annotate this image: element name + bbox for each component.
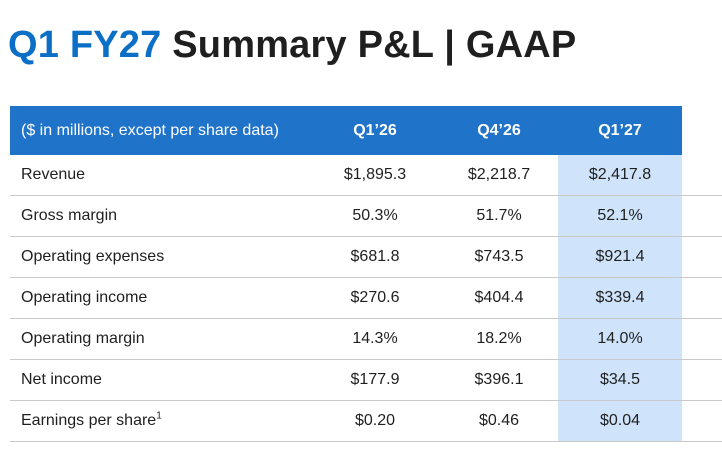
- cell-q1-27: 52.1%: [558, 196, 682, 236]
- table-row: Gross margin 50.3% 51.7% 52.1% +: [10, 196, 722, 237]
- row-label-text: Operating margin: [21, 330, 145, 347]
- summary-pl-table: ($ in millions, except per share data) Q…: [10, 106, 722, 442]
- row-label-text: Earnings per share: [21, 412, 157, 429]
- cell-q1-26: 14.3%: [352, 330, 398, 347]
- table-row: Earnings per share1 $0.20 $0.46 $0.04: [10, 401, 722, 442]
- row-label-text: Operating expenses: [21, 248, 165, 265]
- cell-q4-26: $743.5: [474, 248, 524, 265]
- cell-q4-26: $2,218.7: [467, 166, 531, 183]
- cell-q1-27: 14.0%: [558, 319, 682, 359]
- row-label-text: Operating income: [21, 289, 148, 306]
- cell-q1-27: $2,417.8: [558, 155, 682, 195]
- table-row: Operating income $270.6 $404.4 $339.4: [10, 278, 722, 319]
- table-row: Operating expenses $681.8 $743.5 $921.4: [10, 237, 722, 278]
- row-label: Operating income: [10, 289, 310, 307]
- cell-extra: -: [682, 330, 722, 348]
- cell-q4-26: 51.7%: [476, 207, 522, 224]
- cell-q1-26: $1,895.3: [343, 166, 407, 183]
- header-q4-26: Q4’26: [477, 121, 521, 139]
- table-row: Revenue $1,895.3 $2,218.7 $2,417.8: [10, 155, 722, 196]
- cell-q4-26: $396.1: [474, 371, 524, 388]
- header-description: ($ in millions, except per share data): [21, 121, 279, 139]
- cell-q1-26: 50.3%: [352, 207, 398, 224]
- cell-q4-26: $0.46: [478, 412, 520, 429]
- header-spacer: [682, 106, 722, 155]
- cell-extra: +: [682, 207, 722, 225]
- cell-q4-26: 18.2%: [476, 330, 522, 347]
- table-row: Operating margin 14.3% 18.2% 14.0% -: [10, 319, 722, 360]
- page-title: Q1 FY27 Summary P&L | GAAP: [8, 22, 576, 68]
- cell-q1-26: $177.9: [350, 371, 400, 388]
- header-q1-26: Q1’26: [353, 121, 397, 139]
- cell-q1-26: $270.6: [350, 289, 400, 306]
- cell-q1-27: $34.5: [558, 360, 682, 400]
- row-label-text: Revenue: [21, 166, 86, 183]
- footnote-marker: 1: [156, 410, 162, 422]
- table-row: Net income $177.9 $396.1 $34.5: [10, 360, 722, 401]
- row-label: Net income: [10, 371, 310, 389]
- row-label: Revenue: [10, 166, 310, 184]
- row-label-text: Gross margin: [21, 207, 118, 224]
- row-label: Gross margin: [10, 207, 310, 225]
- title-main: Summary P&L | GAAP: [172, 24, 577, 66]
- header-q1-27: Q1’27: [598, 121, 642, 139]
- row-label: Earnings per share1: [10, 410, 310, 430]
- cell-q1-27: $0.04: [558, 401, 682, 441]
- cell-q1-26: $681.8: [350, 248, 400, 265]
- cell-q1-27: $339.4: [558, 278, 682, 318]
- row-label: Operating margin: [10, 330, 310, 348]
- title-accent: Q1 FY27: [8, 24, 162, 66]
- table-header: ($ in millions, except per share data) Q…: [10, 106, 722, 155]
- cell-q1-27: $921.4: [558, 237, 682, 277]
- cell-q1-26: $0.20: [354, 412, 396, 429]
- row-label-text: Net income: [21, 371, 102, 388]
- cell-q4-26: $404.4: [474, 289, 524, 306]
- row-label: Operating expenses: [10, 248, 310, 266]
